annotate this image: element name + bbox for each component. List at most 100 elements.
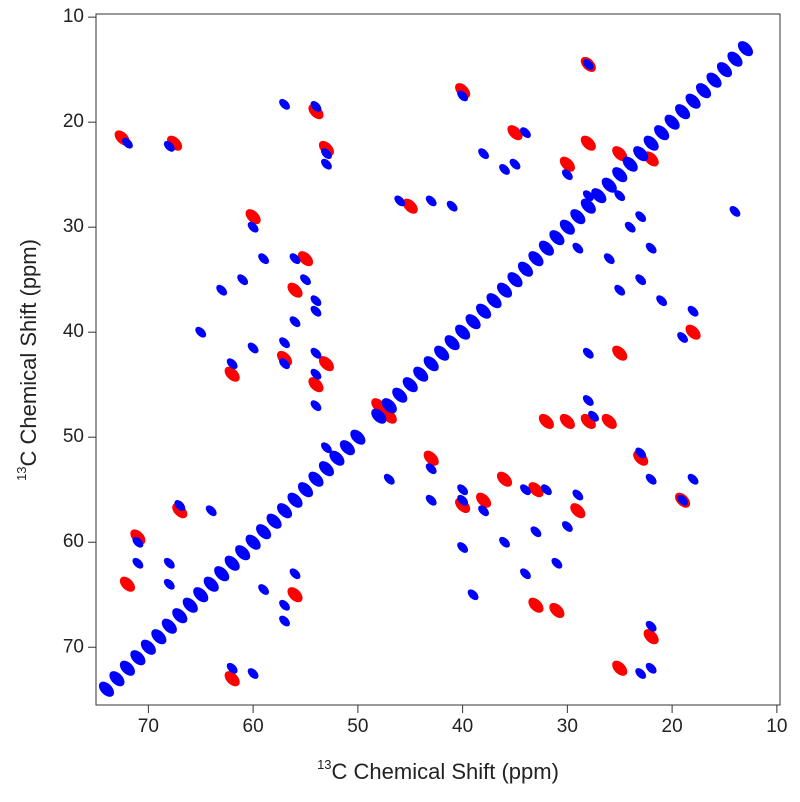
y-tick-label: 30 [63, 216, 84, 237]
peak [645, 662, 657, 674]
peak [425, 463, 437, 475]
peak [245, 209, 261, 225]
peak [402, 377, 418, 393]
y-axis-title-sup: 13 [14, 466, 29, 480]
peak [664, 114, 680, 130]
peak [499, 536, 510, 548]
peak [685, 93, 701, 109]
peak [297, 251, 314, 267]
peak [716, 62, 733, 78]
peak [695, 83, 712, 99]
peak [132, 536, 144, 548]
peak [245, 534, 261, 550]
peak [601, 413, 617, 430]
peak [528, 251, 544, 267]
y-tick-label: 60 [63, 531, 84, 552]
peak [624, 221, 636, 233]
peak [601, 177, 617, 193]
peak [98, 681, 115, 697]
peak [582, 395, 594, 406]
x-tick-label: 20 [662, 716, 683, 737]
x-tick-label: 30 [557, 716, 578, 737]
x-tick-label: 40 [452, 716, 473, 737]
peak [520, 127, 531, 139]
peak [635, 274, 647, 286]
peak [635, 668, 647, 679]
peak [687, 473, 699, 485]
y-axis-title: 13C Chemical Shift (ppm) [14, 239, 40, 481]
peak [329, 450, 345, 466]
peak [446, 200, 458, 212]
peak [140, 639, 156, 655]
peak [677, 494, 688, 506]
peak [279, 599, 290, 611]
peak [205, 505, 217, 517]
peak [635, 211, 647, 223]
peak [603, 253, 615, 265]
peak [310, 295, 322, 307]
peak [643, 629, 659, 645]
peak [478, 505, 489, 517]
peak [645, 473, 657, 485]
peak [507, 272, 523, 288]
peak [339, 440, 355, 456]
peak [224, 671, 240, 687]
peak [507, 125, 523, 141]
peak [572, 489, 584, 501]
peak [572, 242, 584, 254]
peak [457, 90, 469, 102]
peak [279, 98, 290, 110]
peak [582, 347, 594, 359]
x-tick-label: 10 [766, 716, 787, 737]
peak [706, 72, 722, 88]
peak [478, 148, 489, 160]
peak [226, 358, 238, 370]
peak [394, 195, 406, 207]
peak [381, 398, 397, 414]
peak [226, 662, 238, 674]
peak [476, 303, 492, 319]
peak [486, 293, 502, 309]
peak [520, 484, 531, 496]
peak [612, 167, 628, 183]
peak [654, 125, 670, 141]
peak [622, 156, 638, 172]
peak [423, 356, 439, 372]
x-tick-label: 60 [243, 716, 264, 737]
peak [161, 618, 177, 634]
peak [276, 503, 293, 519]
peak [300, 274, 311, 286]
peak [247, 668, 259, 679]
peak [425, 494, 437, 506]
peak [224, 555, 240, 571]
peak [224, 366, 240, 382]
peak [580, 198, 596, 214]
peak [520, 568, 531, 580]
peak [279, 615, 290, 627]
peak [687, 305, 699, 317]
peak [247, 342, 259, 354]
peak [256, 524, 272, 540]
peak [132, 557, 144, 569]
peak [530, 526, 542, 538]
peak [371, 408, 387, 424]
peak [297, 482, 314, 498]
peak [203, 576, 219, 592]
peak [549, 602, 565, 619]
peak [287, 587, 303, 603]
peak [310, 305, 322, 317]
peak [279, 358, 290, 370]
peak [551, 557, 563, 569]
peak [455, 324, 471, 340]
peak [109, 671, 125, 687]
peak [287, 282, 303, 298]
peak [163, 557, 175, 569]
y-axis-title-text: C Chemical Shift (ppm) [16, 239, 41, 466]
peak [383, 473, 395, 485]
peak [559, 156, 575, 172]
peak [434, 345, 450, 361]
y-tick-label: 40 [63, 321, 84, 342]
peak [612, 660, 628, 676]
peak [289, 253, 301, 265]
